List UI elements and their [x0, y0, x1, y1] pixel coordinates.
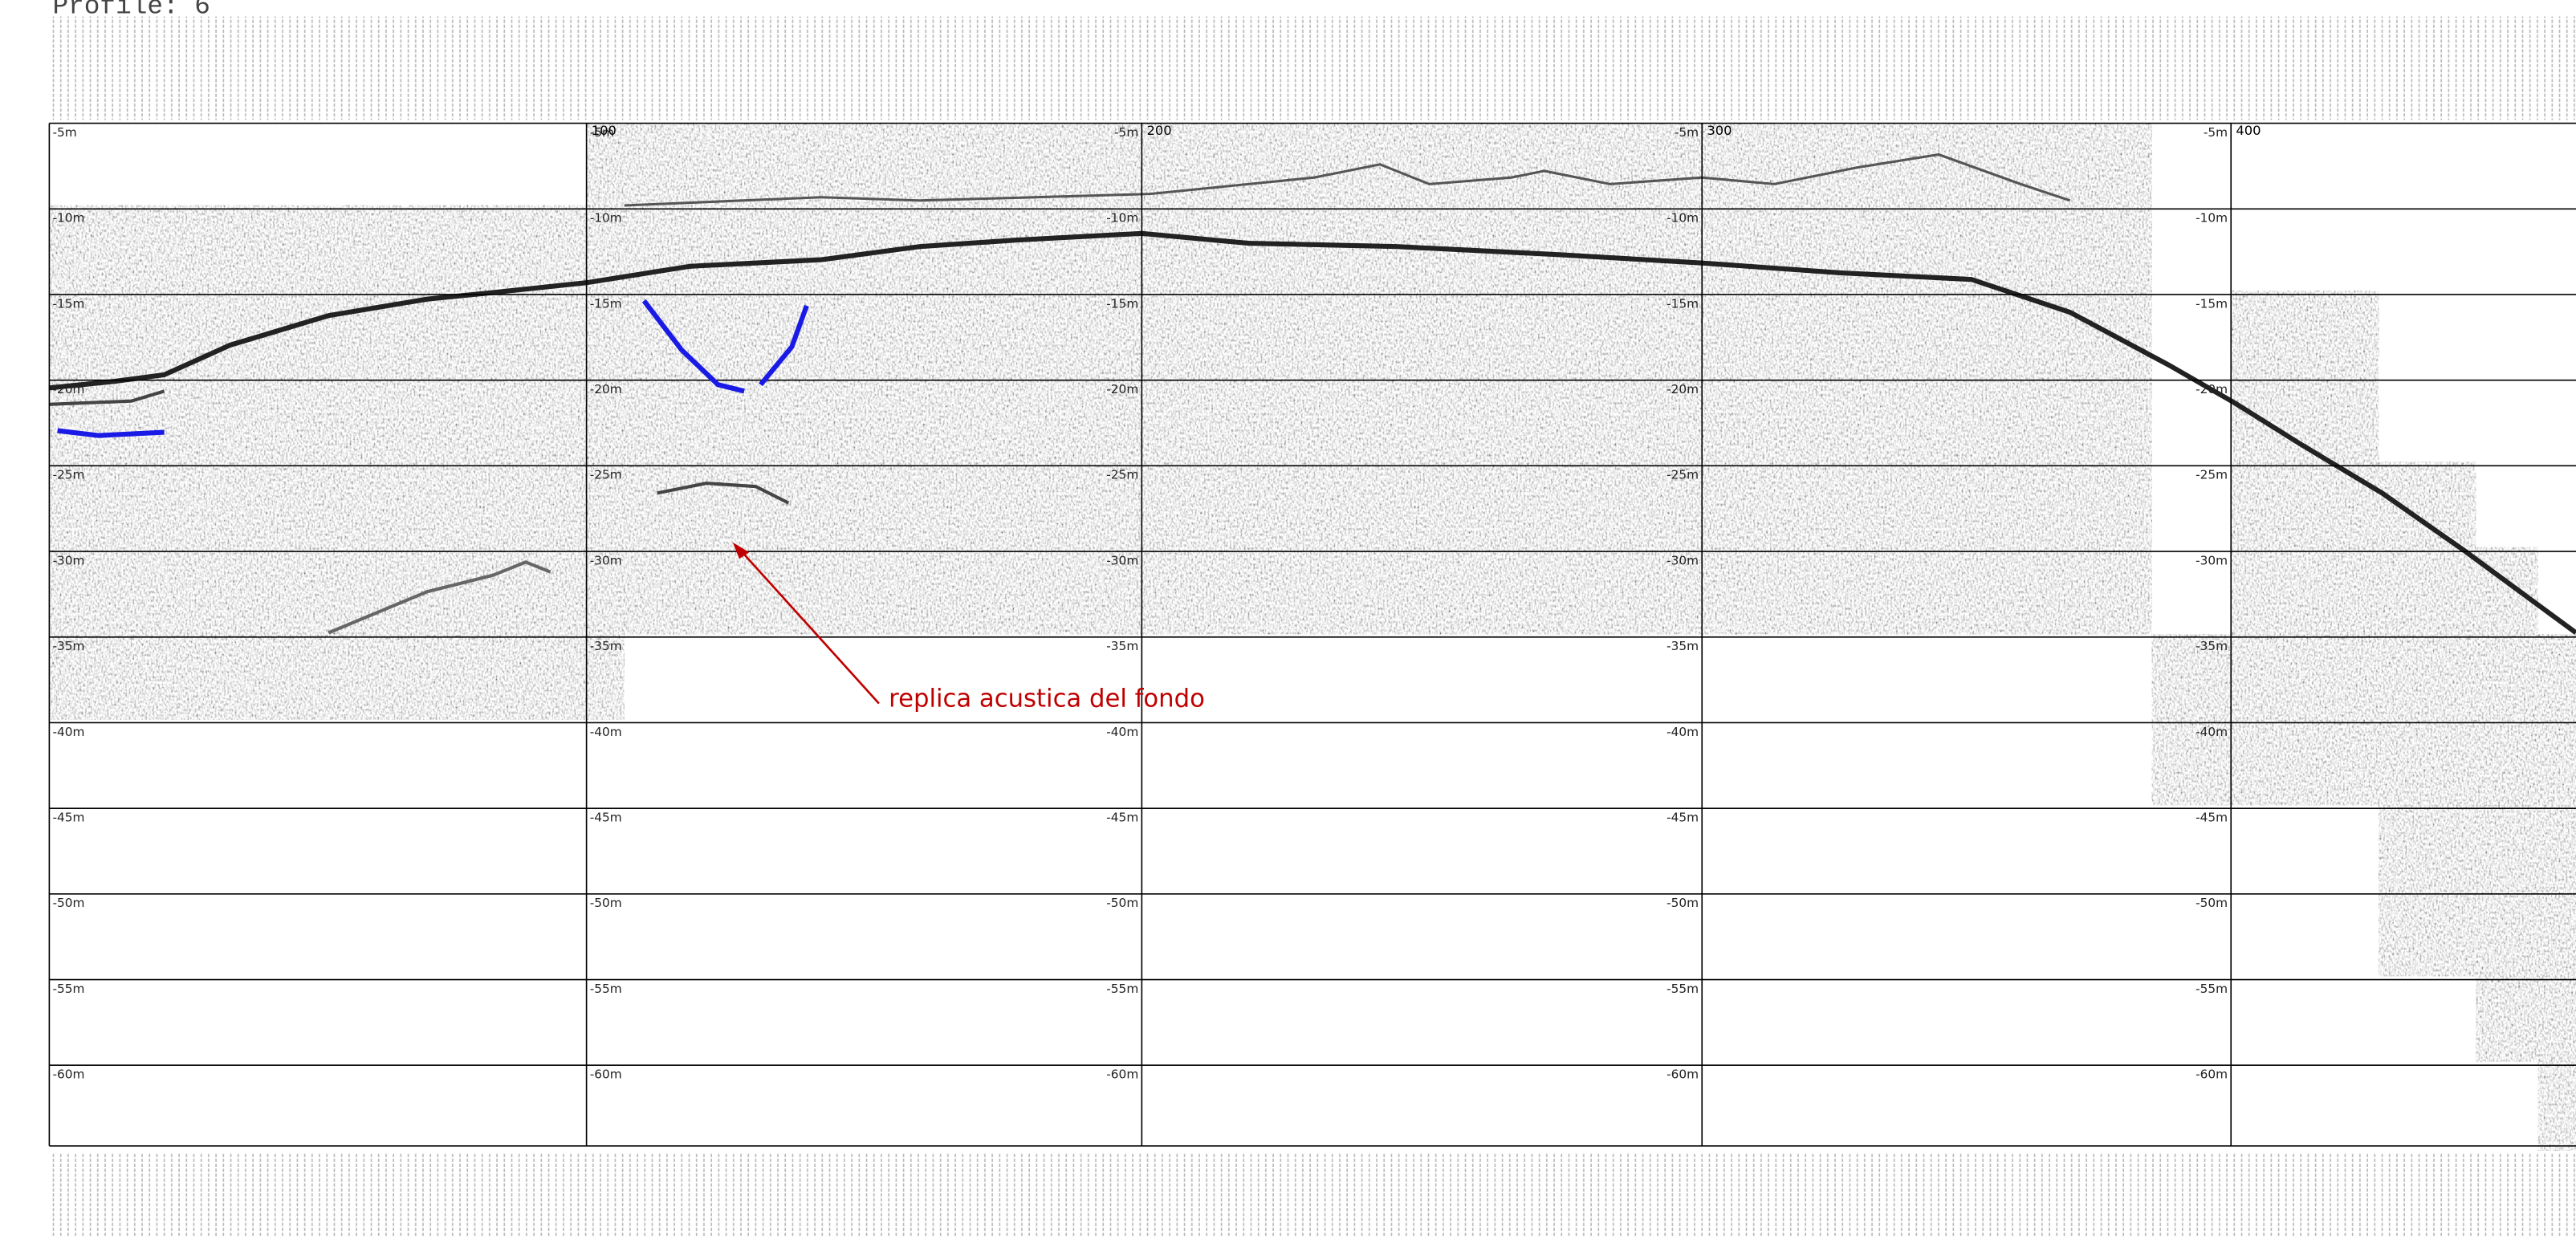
depth-label: -45m — [2196, 811, 2228, 825]
distance-label: 100 — [592, 123, 617, 138]
arrow-head — [732, 542, 750, 559]
depth-label: -35m — [52, 639, 84, 653]
depth-label: -60m — [52, 1067, 84, 1082]
depth-label: -5m — [2204, 125, 2228, 140]
depth-label: -45m — [52, 811, 84, 825]
depth-label: -30m — [52, 553, 84, 567]
blue-trace — [57, 428, 165, 438]
depth-label: -55m — [1666, 982, 1699, 996]
depth-label: -40m — [52, 725, 84, 739]
depth-label: -35m — [1106, 639, 1138, 653]
distance-label: 300 — [1707, 123, 1732, 138]
depth-label: -15m — [52, 296, 84, 311]
depth-label: -25m — [590, 468, 622, 482]
blue-trace — [759, 304, 809, 387]
depth-label: -20m — [2196, 382, 2228, 396]
deep-reflector — [328, 560, 551, 635]
depth-label: -30m — [590, 553, 622, 567]
depth-label: -10m — [2196, 211, 2228, 226]
depth-label: -20m — [1666, 382, 1699, 396]
depth-label: -35m — [1666, 639, 1699, 653]
noise-patch — [624, 123, 2152, 635]
depth-label: -15m — [1106, 296, 1138, 311]
depth-label: -30m — [1666, 553, 1699, 567]
depth-label: -50m — [2196, 896, 2228, 910]
depth-label: -15m — [2196, 296, 2228, 311]
depth-label: -25m — [52, 468, 84, 482]
reflectors — [49, 152, 2576, 635]
depth-label: -60m — [1106, 1067, 1138, 1082]
depth-label: -40m — [1666, 725, 1699, 739]
interpretation: replica acustica del fondo — [57, 299, 1205, 714]
noise-patch — [2231, 634, 2576, 806]
depth-label: -50m — [590, 896, 622, 910]
depth-label: -15m — [1666, 296, 1699, 311]
depth-label: -10m — [590, 211, 622, 226]
noise-patch — [2151, 634, 2232, 806]
depth-label: -50m — [52, 896, 84, 910]
depth-label: -30m — [2196, 553, 2228, 567]
annotation-arrow — [738, 548, 880, 705]
depth-label: -30m — [1106, 553, 1138, 567]
depth-label: -5m — [590, 125, 614, 140]
noise-patch — [586, 123, 625, 720]
noise-patch — [2231, 291, 2379, 462]
depth-label: -25m — [1666, 468, 1699, 482]
sub-reflector — [49, 389, 165, 406]
depth-label: -55m — [590, 982, 622, 996]
depth-label: -25m — [1106, 468, 1138, 482]
depth-label: -45m — [1666, 811, 1699, 825]
multiple-reflector — [657, 482, 790, 505]
depth-label: -55m — [1106, 982, 1138, 996]
depth-label: -15m — [590, 296, 622, 311]
depth-label: -5m — [1114, 125, 1138, 140]
depth-label: -60m — [2196, 1067, 2228, 1082]
depth-label: -5m — [1675, 125, 1699, 140]
coordinate-strip-bottom — [49, 1153, 2576, 1236]
noise-patch — [49, 205, 587, 720]
depth-label: -10m — [52, 211, 84, 226]
depth-label: -20m — [52, 382, 84, 396]
depth-label: -55m — [52, 982, 84, 996]
depth-label: -40m — [1106, 725, 1138, 739]
depth-label: -10m — [1666, 211, 1699, 226]
depth-label: -40m — [590, 725, 622, 739]
seabed-reflector — [49, 230, 2576, 635]
annotation: replica acustica del fondo — [889, 685, 1205, 714]
depth-label: -45m — [590, 811, 622, 825]
depth-label: -5m — [52, 125, 76, 140]
depth-label: -10m — [1106, 211, 1138, 226]
noise-patch — [2231, 547, 2538, 635]
shallow-reflector — [624, 152, 2071, 207]
noise-patch — [2379, 805, 2576, 977]
depth-label: -20m — [1106, 382, 1138, 396]
coordinate-strip-top — [49, 16, 2576, 120]
depth-label: -35m — [590, 639, 622, 653]
blue-trace — [641, 299, 745, 394]
distance-label: 200 — [1146, 123, 1171, 138]
depth-label: -50m — [1666, 896, 1699, 910]
depth-label: -40m — [2196, 725, 2228, 739]
depth-label: -50m — [1106, 896, 1138, 910]
depth-label: -20m — [590, 382, 622, 396]
depth-label: -25m — [2196, 468, 2228, 482]
noise-patch — [2476, 976, 2576, 1062]
depth-label: -45m — [1106, 811, 1138, 825]
depth-label: -35m — [2196, 639, 2228, 653]
depth-label: -60m — [590, 1067, 622, 1082]
depth-grid: -5m -5m -5m -5m -5m -10m -10m -10m -10m -10m -15m -… — [48, 122, 2576, 1147]
distance-label: 400 — [2236, 123, 2261, 138]
depth-label: -55m — [2196, 982, 2228, 996]
depth-label: -60m — [1666, 1067, 1699, 1082]
noise-patch — [2537, 1061, 2576, 1151]
profile-title: Profile: 6 — [52, 0, 210, 21]
